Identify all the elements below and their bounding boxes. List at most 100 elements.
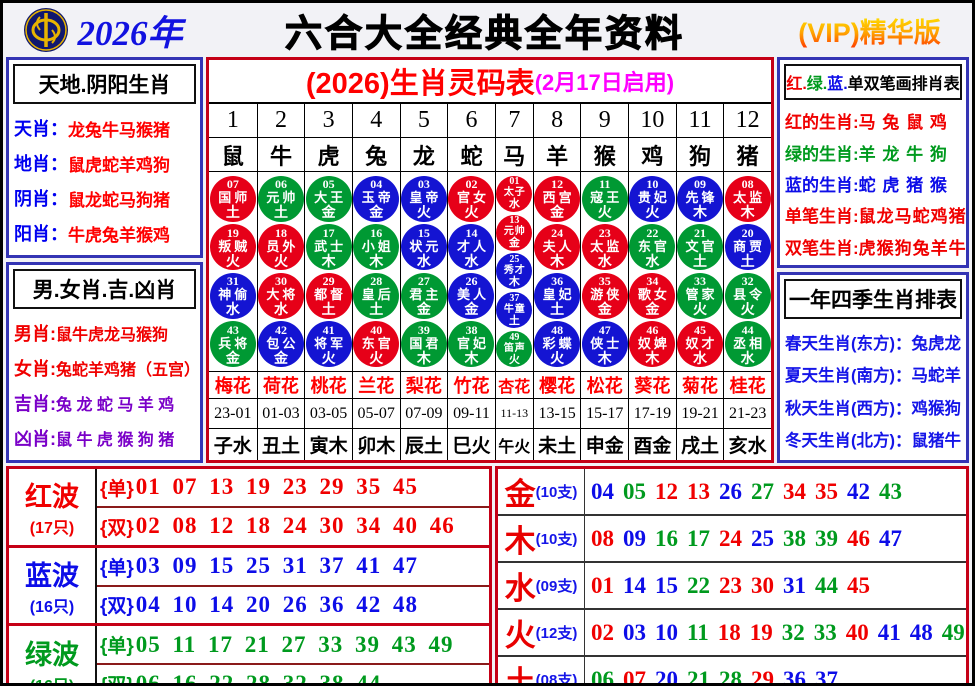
element-number: 35 xyxy=(815,478,838,504)
number-ball: 15 状元水 xyxy=(400,224,447,271)
ball-column: 02 官女火 14 才人水 26 美人金 38 官妃木 xyxy=(447,172,495,371)
ball-element: 土 xyxy=(225,204,240,221)
ball-number: 10 xyxy=(646,177,659,192)
row-value: 羊 龙 牛 狗 xyxy=(858,144,948,164)
zodiac-animal-cell: 兔 xyxy=(351,138,400,171)
zodiac-animal-cell: 蛇 xyxy=(447,138,495,171)
hour-range-cell: 05-07 xyxy=(351,399,400,428)
ball-element: 火 xyxy=(740,301,755,318)
ball-element: 水 xyxy=(416,252,431,269)
ball-column: 10 贵妃火 22 东官水 34 歌女金 46 奴婢木 xyxy=(628,172,676,371)
earthly-branch-cell: 子水 xyxy=(213,436,252,457)
element-number: 36 xyxy=(783,666,806,686)
ball-number: 33 xyxy=(694,274,707,289)
row-label: 红的生肖: xyxy=(785,113,859,133)
column-number-cell: 4 xyxy=(351,104,400,137)
panel-rows: 春天生肖(东方)： 兔虎龙 夏天生肖(南方)： 马蛇羊 秋天生肖(西方)： 鸡猴狗 冬天生肖… xyxy=(780,321,966,460)
element-number: 17 xyxy=(687,525,710,551)
earthly-branch-row: 子水 丑土 寅木 卯木 辰土 巳火 午火 未土 申金 酉金 戌土 亥水 xyxy=(209,428,771,460)
wave-rows: {单} 01 07 13 19 23 29 35 45 {双} 02 08 12 18… xyxy=(97,469,489,545)
wave-rows: {单} 05 11 17 21 27 33 39 43 49 {双} 06 16 22… xyxy=(97,626,489,683)
earthly-branch-cell: 酉金 xyxy=(628,429,676,460)
ball-title: 县令 xyxy=(733,287,766,303)
flower-row: 梅花 荷花 桃花 兰花 梨花 竹花 杏花 樱花 松花 葵花 菊花 桂花 xyxy=(209,371,771,398)
wave-numbers: 02 08 12 18 24 30 34 40 46 xyxy=(135,513,455,539)
element-count: (10支) xyxy=(535,484,578,501)
ball-title: 国师 xyxy=(218,190,251,206)
ball-number: 47 xyxy=(598,322,611,337)
ball-title: 神偷 xyxy=(218,287,251,303)
ball-column: 03 皇帝火 15 状元水 27 君主金 39 国君木 xyxy=(399,172,448,371)
row-value: 鼠 牛 虎 猴 狗 猪 xyxy=(56,432,175,449)
ball-number: 06 xyxy=(274,177,287,192)
element-number: 18 xyxy=(717,619,741,645)
ball-element: 金 xyxy=(273,349,288,366)
hour-range-row: 23-01 01-03 03-05 05-07 07-09 09-11 11-13 13-15… xyxy=(209,398,771,428)
wave-even-row: {双} 04 10 14 20 26 36 42 48 xyxy=(97,584,489,624)
wave-count: (17只) xyxy=(29,520,75,538)
row-value: 马蛇羊 xyxy=(911,367,962,386)
element-count: (09支) xyxy=(535,578,578,595)
ball-column: 07 国师土 19 叛贼火 31 神偷水 43 兵将金 xyxy=(209,172,257,371)
info-row: 绿的生肖: 羊 龙 牛 狗 xyxy=(785,140,961,165)
ball-title: 官女 xyxy=(456,190,489,206)
ball-element: 金 xyxy=(464,301,479,318)
ball-element: 木 xyxy=(740,204,755,221)
row-label: 天肖： xyxy=(14,119,68,139)
hour-range-cell: 07-09 xyxy=(399,399,448,428)
zodiac-animal-cell: 羊 xyxy=(532,138,581,171)
info-row: 女肖: 兔蛇羊鸡猪（五宫） xyxy=(14,355,200,381)
number-ball: 08 太监木 xyxy=(724,175,771,222)
element-number: 15 xyxy=(655,572,678,598)
wave-even-row: {双} 02 08 12 18 24 30 34 40 46 xyxy=(97,505,489,545)
number-ball: 38 官妃木 xyxy=(448,321,495,368)
element-count: (08支) xyxy=(535,672,578,686)
zodiac-animal-row: 鼠牛虎兔龙蛇马羊猴鸡狗猪 xyxy=(209,138,771,172)
column-number-cell: 11 xyxy=(675,104,724,137)
ball-number: 31 xyxy=(226,274,239,289)
ball-element: 金 xyxy=(225,349,240,366)
info-row: 单笔生肖: 鼠龙马蛇鸡猪 xyxy=(785,202,966,227)
earthly-branch-cell: 戌土 xyxy=(675,429,724,460)
ball-number: 02 xyxy=(465,177,478,192)
ball-element: 土 xyxy=(693,252,708,269)
row-value: 鼠虎蛇羊鸡狗 xyxy=(68,155,170,175)
top-section: 天地.阴阳生肖 天肖： 龙兔牛马猴猪 地肖： 鼠虎蛇羊鸡狗 阴肖： 鼠龙蛇马狗猪 阳肖： 牛虎… xyxy=(3,57,972,463)
ball-number: 04 xyxy=(370,177,383,192)
number-ball: 39 国君木 xyxy=(400,321,447,368)
ball-element: 土 xyxy=(508,314,520,327)
flower-cell: 樱花 xyxy=(532,372,581,398)
ball-title: 包公 xyxy=(266,335,299,351)
number-ball: 24 夫人木 xyxy=(534,224,581,271)
element-row: 火 (12支) 02 03 10 11 18 19 32 33 40 41 48 49 xyxy=(498,608,966,655)
number-ball: 05 大王金 xyxy=(305,175,352,222)
right-sidebar: 红.绿.蓝.单双笔画排肖表 红的生肖: 马 兔 鼠 鸡绿的生肖: 羊 龙 牛 狗蓝的… xyxy=(777,57,969,463)
zodiac-animal-cell: 龙 xyxy=(399,138,448,171)
ball-column: 01 太子水 13 元帅金 25 秀才木 37 牛童土 49 笛声火 xyxy=(494,172,533,371)
row-value: 兔 龙 蛇 马 羊 鸡 xyxy=(56,397,175,414)
column-number-row: 1 2 3 4 5 6 7 8 9 10 11 12 xyxy=(209,104,771,138)
element-name: 金 xyxy=(504,477,536,512)
row-label: 双笔生肖: xyxy=(785,238,859,258)
row-value: 马 兔 鼠 鸡 xyxy=(858,113,948,133)
column-number-cell: 10 xyxy=(628,104,676,137)
panel-rows: 天肖： 龙兔牛马猴猪 地肖： 鼠虎蛇羊鸡狗 阴肖： 鼠龙蛇马狗猪 阳肖： 牛虎兔羊猴鸡 xyxy=(9,106,200,255)
ball-title: 武士 xyxy=(314,238,347,254)
ball-number: 01 xyxy=(509,176,520,188)
bottom-section: 红波 (17只) {单} 01 07 13 19 23 29 35 45 {双} 02 0… xyxy=(3,463,972,686)
ball-element: 金 xyxy=(321,204,336,221)
ball-element: 火 xyxy=(273,252,288,269)
ball-number: 27 xyxy=(417,274,430,289)
info-row: 春天生肖(东方)： 兔虎龙 xyxy=(785,330,961,354)
ball-title: 文官 xyxy=(685,238,718,254)
number-ball: 13 元帅金 xyxy=(496,214,533,251)
element-label: 金 (10支) xyxy=(498,469,585,514)
ball-number: 43 xyxy=(226,322,239,337)
row-value: 虎猴狗兔羊牛 xyxy=(858,238,967,258)
element-number: 21 xyxy=(687,666,710,686)
element-number: 28 xyxy=(719,666,742,686)
ball-element: 火 xyxy=(369,349,384,366)
row-label: 蓝的生肖: xyxy=(785,175,859,195)
info-row: 凶肖: 鼠 牛 虎 猴 狗 猪 xyxy=(14,425,195,451)
zodiac-animal-cell: 猴 xyxy=(580,138,628,171)
